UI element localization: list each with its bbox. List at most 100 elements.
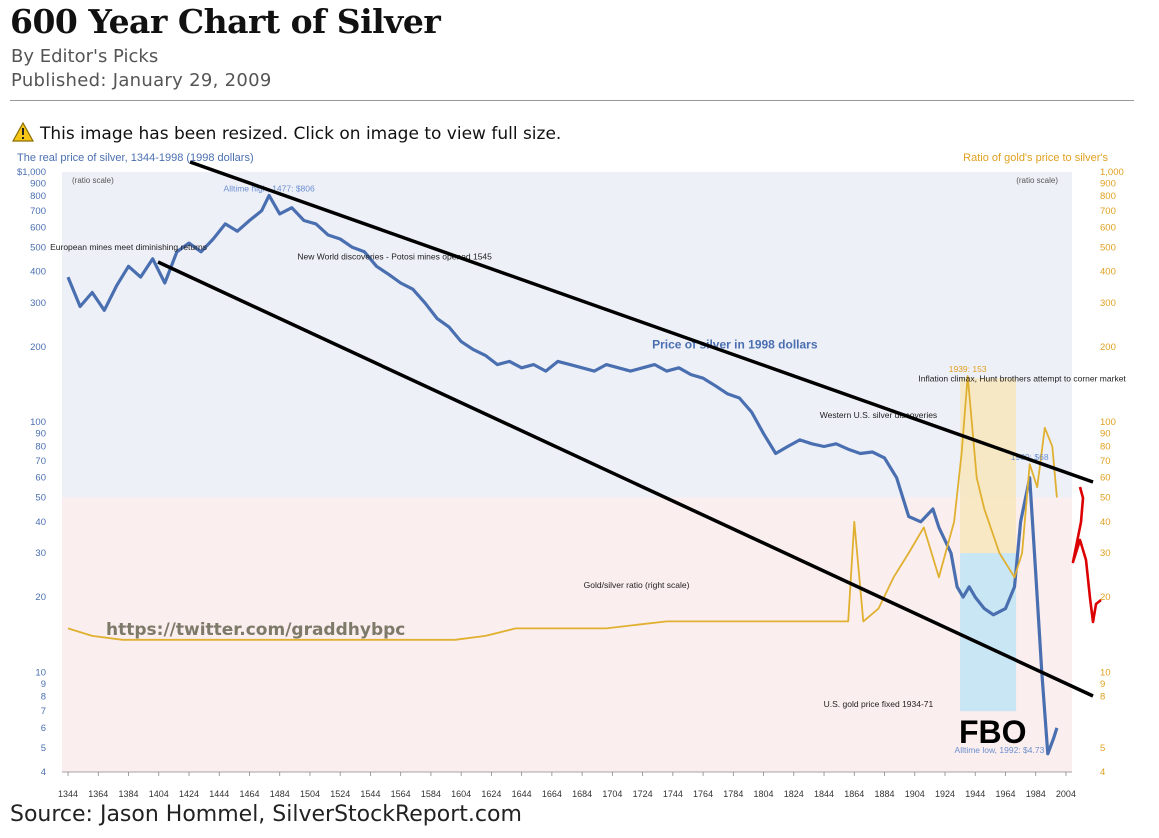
y-left-tick-label: 100 [30,417,46,428]
x-tick-label: 1444 [209,789,229,799]
x-tick-label: 1664 [542,789,562,799]
x-tick-label: 1644 [512,789,532,799]
y-left-tick-label: 10 [35,667,46,678]
y-left-tick-label: 60 [35,473,46,484]
series-line-silver-price [66,193,1059,756]
x-tick-label: 1984 [1026,789,1046,799]
annotation-10: Alltime low, 1992: $4.73 [955,745,1045,755]
annotation-3: Price of silver in 1998 dollars [652,337,818,351]
y-left-tick-label: $1,000 [17,167,46,178]
y-left-tick-label: 50 [35,493,46,504]
y-left-tick-label: 600 [30,223,46,234]
x-tick-label: 1464 [239,789,259,799]
shaded-regions [960,378,1017,712]
annotation-6: Inflation climax, Hunt brothers attempt … [918,374,1126,384]
annotation-2: New World discoveries - Potosi mines ope… [297,252,492,262]
x-tick-label: 1684 [572,789,592,799]
left-scale-note: (ratio scale) [72,176,114,185]
resize-notice-text: This image has been resized. Click on im… [40,124,562,144]
series-layer [66,193,1059,756]
x-tick-label: 1584 [421,789,441,799]
warning-icon [11,121,35,147]
x-tick-label: 1864 [844,789,864,799]
y-left-tick-label: 300 [30,298,46,309]
y-left-tick-label: 800 [30,191,46,202]
y-right-tick-label: 300 [1100,298,1116,309]
y-left-tick-label: 70 [35,456,46,467]
shaded-region [960,553,1017,712]
watermark-text: https://twitter.com/graddhybpc [106,620,406,640]
chart-title: The real price of silver, 1344-1998 (199… [17,152,254,164]
y-right-tick-label: 70 [1100,456,1111,467]
x-tick-label: 1904 [905,789,925,799]
x-tick-label: 1364 [88,789,108,799]
plot-area-upper [62,172,1072,498]
plot-area-lower [62,497,1072,772]
right-scale-note: (ratio scale) [1016,176,1058,185]
y-right-tick-label: 8 [1100,692,1105,703]
x-tick-label: 1704 [602,789,622,799]
x-tick-label: 1384 [119,789,139,799]
y-left-tick-label: 90 [35,429,46,440]
x-tick-label: 1604 [451,789,471,799]
y-right-tick-label: 200 [1100,342,1116,353]
projection-squiggle [1071,486,1102,624]
fbo-label: FBO [959,714,1027,750]
x-tick-label: 1764 [693,789,713,799]
y-right-tick-label: 4 [1100,767,1105,778]
x-tick-label: 1724 [633,789,653,799]
x-tick-label: 1824 [784,789,804,799]
y-right-tick-label: 90 [1100,429,1111,440]
x-tick-label: 1564 [391,789,411,799]
axis-layer: 1344 1364 1384 1404 1424 1444 1464 1484 1504 1524… [17,167,1124,799]
y-right-tick-label: 600 [1100,223,1116,234]
y-left-tick-label: 200 [30,342,46,353]
y-right-tick-label: 400 [1100,267,1116,278]
y-left-tick-label: 9 [41,679,46,690]
y-right-tick-label: 500 [1100,242,1116,253]
y-left-tick-label: 30 [35,548,46,559]
chart-background [62,172,1072,772]
x-tick-label: 1504 [300,789,320,799]
annotation-7: 1980: $68 [1011,452,1049,462]
page-title: 600 Year Chart of Silver [10,2,441,41]
source-credit: Source: Jason Hommel, SilverStockReport.… [10,802,522,827]
drawn-overlay-layer [157,160,1102,698]
x-tick-label: 1784 [723,789,743,799]
y-left-tick-label: 900 [30,178,46,189]
y-right-tick-label: 9 [1100,679,1105,690]
y-right-tick-label: 900 [1100,178,1116,189]
shaded-region-ratio [960,378,1017,554]
x-tick-label: 2004 [1056,789,1076,799]
y-right-tick-label: 60 [1100,473,1111,484]
y-right-tick-label: 40 [1100,517,1111,528]
y-right-tick-label: 1,000 [1100,167,1124,178]
y-left-tick-label: 40 [35,517,46,528]
series-line-gold-silver-ratio [67,375,1058,641]
annotation-1: European mines meet diminishing returns [50,242,207,252]
y-left-tick-label: 6 [41,723,46,734]
x-tick-label: 1804 [754,789,774,799]
y-left-tick-label: 20 [35,592,46,603]
y-right-tick-label: 30 [1100,548,1111,559]
lower-trendline [157,260,1094,698]
y-right-tick-label: 5 [1100,743,1105,754]
x-tick-label: 1844 [814,789,834,799]
byline: By Editor's Picks [11,46,159,67]
y-left-tick-label: 400 [30,267,46,278]
x-tick-label: 1624 [481,789,501,799]
y-right-tick-label: 100 [1100,417,1116,428]
x-tick-label: 1484 [270,789,290,799]
x-tick-label: 1944 [965,789,985,799]
x-tick-label: 1884 [874,789,894,799]
x-tick-label: 1744 [663,789,683,799]
y-left-tick-label: 7 [41,706,46,717]
annotation-9: U.S. gold price fixed 1934-71 [824,699,934,709]
annotation-8: Gold/silver ratio (right scale) [584,580,690,590]
y-left-tick-label: 500 [30,242,46,253]
published-date: Published: January 29, 2009 [11,70,272,91]
resize-notice[interactable]: This image has been resized. Click on im… [11,121,562,147]
x-tick-label: 1344 [58,789,78,799]
y-right-tick-label: 50 [1100,493,1111,504]
